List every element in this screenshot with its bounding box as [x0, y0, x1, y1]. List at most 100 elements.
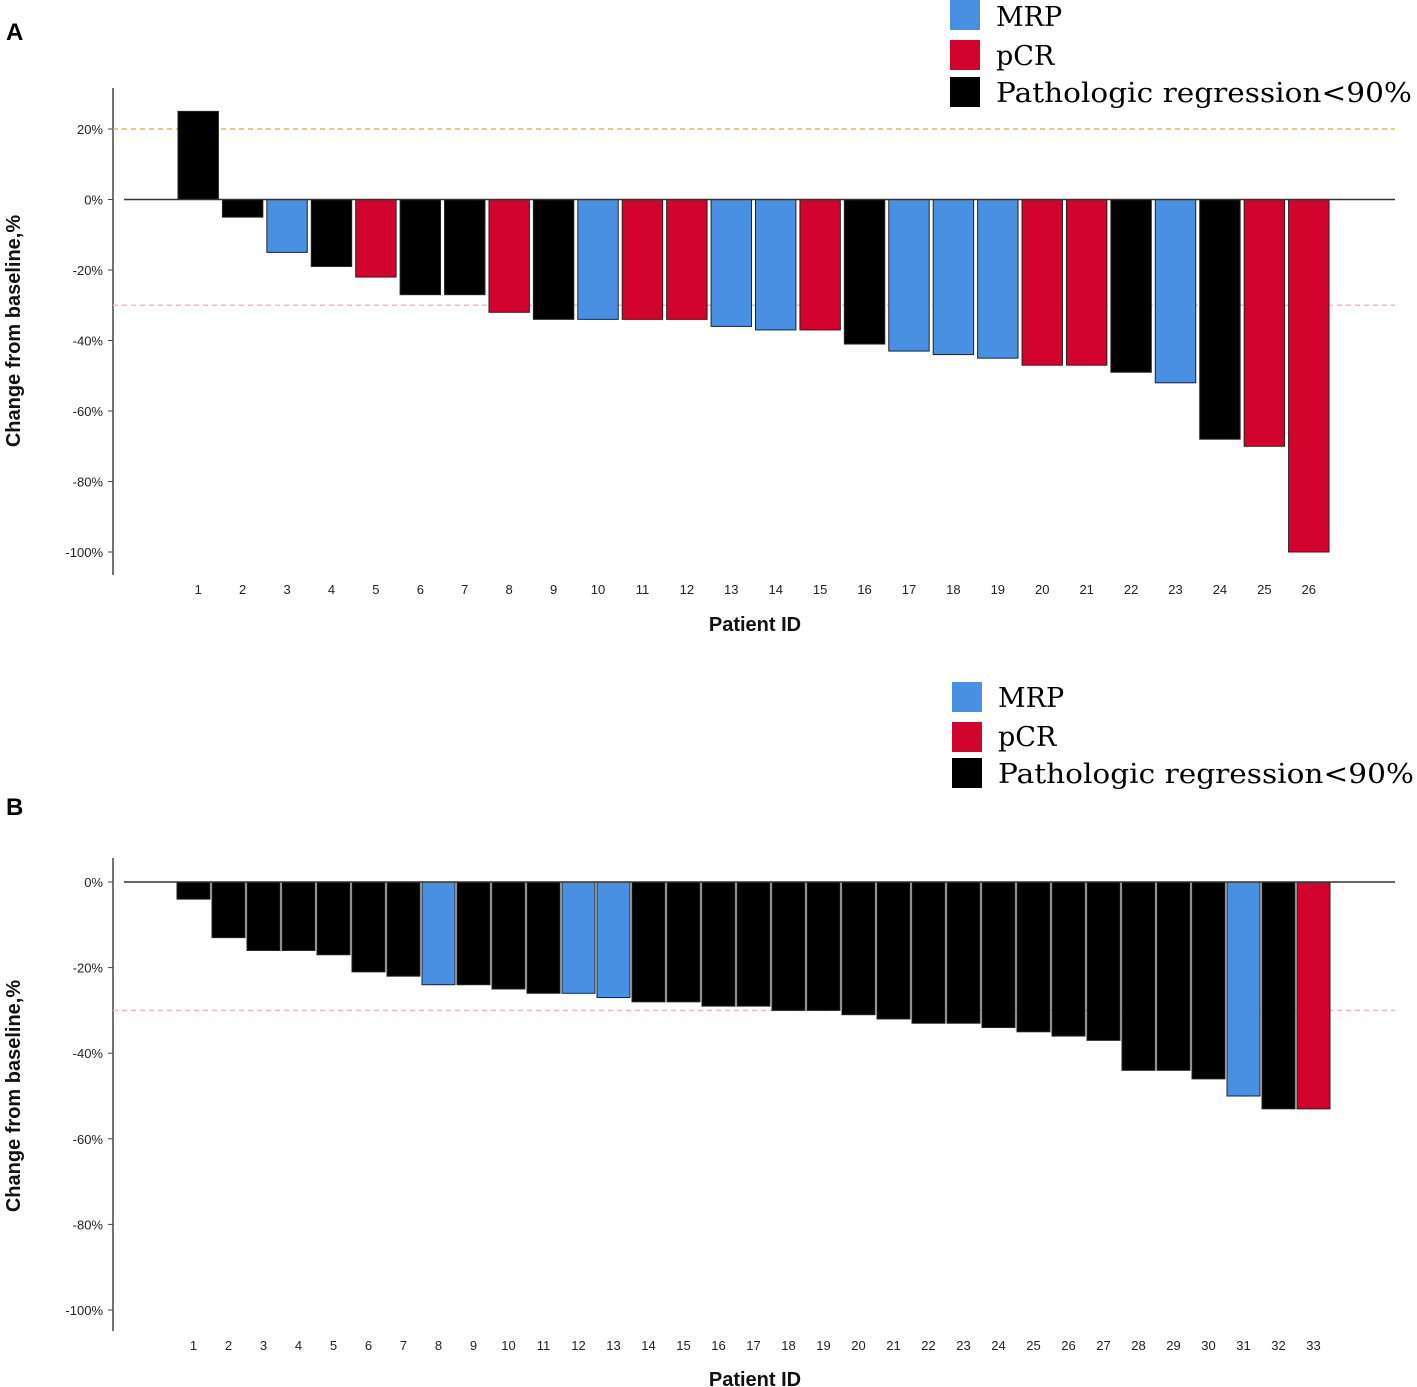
- bar-patient-17: [736, 881, 771, 1007]
- bar-patient-33: [1296, 881, 1331, 1110]
- panel-a-legend: MRP pCR Pathologic regression<90%: [950, 0, 1412, 109]
- y-tick-label: 20%: [77, 122, 103, 137]
- bar-patient-24: [981, 881, 1016, 1029]
- x-tick-label: 29: [1166, 1338, 1180, 1353]
- x-tick-label: 25: [1026, 1338, 1040, 1353]
- x-tick-label: 13: [724, 582, 738, 597]
- bar-patient-2: [221, 199, 264, 218]
- x-tick-label: 22: [921, 1338, 935, 1353]
- bar-patient-6: [399, 199, 442, 296]
- bar-patient-22: [1110, 199, 1152, 373]
- x-tick-label: 9: [550, 582, 557, 597]
- x-tick-label: 19: [816, 1338, 830, 1353]
- legend-swatch-pcr: [952, 722, 982, 752]
- x-tick-label: 10: [591, 582, 605, 597]
- y-tick-label: -40%: [73, 1046, 104, 1061]
- panel-a-x-axis-title: Patient ID: [709, 614, 801, 636]
- y-tick-label: -60%: [73, 1132, 104, 1147]
- x-tick-label: 6: [417, 582, 424, 597]
- legend-swatch-pathologic-regression: [950, 77, 980, 107]
- x-tick-label: 8: [435, 1338, 442, 1353]
- x-tick-label: 16: [711, 1338, 725, 1353]
- panel-b-chart: B Change from baseline,% Patient ID MRP …: [3, 682, 1414, 1387]
- x-tick-label: 17: [902, 582, 916, 597]
- legend-swatch-pathologic-regression: [952, 758, 982, 788]
- y-tick-label: -40%: [73, 334, 104, 349]
- x-tick-label: 4: [328, 582, 335, 597]
- x-tick-label: 24: [991, 1338, 1005, 1353]
- x-tick-label: 27: [1096, 1338, 1110, 1353]
- bar-patient-23: [1154, 199, 1197, 384]
- x-tick-label: 6: [365, 1338, 372, 1353]
- panel-b-label: B: [6, 794, 23, 821]
- bar-patient-27: [1086, 881, 1121, 1041]
- bar-patient-5: [355, 199, 397, 278]
- x-tick-label: 23: [956, 1338, 970, 1353]
- bar-patient-9: [532, 199, 575, 320]
- bar-patient-20: [1021, 199, 1063, 366]
- bar-patient-4: [281, 881, 316, 951]
- bar-patient-10: [577, 199, 619, 320]
- x-tick-label: 1: [190, 1338, 197, 1353]
- panel-a-label: A: [6, 19, 23, 46]
- bar-patient-31: [1226, 881, 1261, 1097]
- x-tick-label: 16: [857, 582, 871, 597]
- panel-a-y-axis-title: Change from baseline,%: [3, 215, 25, 447]
- x-tick-label: 2: [239, 582, 246, 597]
- x-tick-label: 14: [641, 1338, 655, 1353]
- bar-patient-3: [266, 199, 308, 253]
- x-tick-label: 10: [501, 1338, 515, 1353]
- x-tick-label: 22: [1124, 582, 1138, 597]
- x-tick-label: 18: [946, 582, 960, 597]
- x-tick-label: 11: [636, 582, 650, 597]
- bar-patient-7: [444, 199, 486, 296]
- x-tick-label: 19: [991, 582, 1005, 597]
- bar-patient-1: [176, 881, 211, 900]
- bar-patient-15: [799, 199, 841, 331]
- legend-label-pathologic-regression: Pathologic regression<90%: [998, 759, 1414, 790]
- bar-patient-8: [488, 199, 530, 313]
- x-tick-label: 7: [400, 1338, 407, 1353]
- bar-patient-4: [310, 199, 353, 267]
- bar-patient-3: [246, 881, 281, 951]
- x-tick-label: 23: [1168, 582, 1182, 597]
- bar-patient-19: [806, 881, 841, 1011]
- panel-b-legend: MRP pCR Pathologic regression<90%: [952, 682, 1414, 790]
- x-tick-label: 12: [571, 1338, 585, 1353]
- bar-patient-21: [1065, 199, 1108, 366]
- bar-patient-14: [755, 199, 797, 331]
- bar-patient-13: [596, 881, 631, 999]
- y-tick-label: -20%: [73, 961, 104, 976]
- x-tick-label: 1: [195, 582, 202, 597]
- x-tick-label: 3: [260, 1338, 267, 1353]
- bar-patient-8: [421, 881, 456, 986]
- panel-b-y-axis-title: Change from baseline,%: [3, 980, 25, 1212]
- x-tick-label: 25: [1257, 582, 1271, 597]
- x-tick-label: 14: [768, 582, 782, 597]
- panel-b-x-axis-title: Patient ID: [709, 1369, 801, 1387]
- y-tick-label: -20%: [73, 263, 104, 278]
- x-tick-label: 28: [1131, 1338, 1145, 1353]
- bar-patient-2: [211, 881, 246, 939]
- x-tick-label: 15: [676, 1338, 690, 1353]
- x-tick-label: 5: [372, 582, 379, 597]
- bar-patient-18: [771, 881, 806, 1011]
- x-tick-label: 12: [680, 582, 694, 597]
- x-tick-label: 24: [1213, 582, 1227, 597]
- x-tick-label: 18: [781, 1338, 795, 1353]
- bar-patient-7: [386, 881, 421, 977]
- y-tick-label: -80%: [73, 1217, 104, 1232]
- x-tick-label: 15: [813, 582, 827, 597]
- bar-patient-15: [666, 881, 701, 1003]
- bar-patient-11: [526, 881, 561, 994]
- bar-patient-16: [701, 881, 736, 1007]
- x-tick-label: 26: [1302, 582, 1316, 597]
- bar-patient-22: [911, 881, 946, 1024]
- bar-patient-26: [1051, 881, 1086, 1037]
- y-tick-label: -100%: [65, 545, 103, 560]
- y-tick-label: -80%: [73, 475, 104, 490]
- bar-patient-12: [561, 881, 596, 994]
- legend-label-mrp: MRP: [996, 2, 1062, 33]
- bar-patient-12: [666, 199, 708, 320]
- legend-label-pcr: pCR: [998, 722, 1057, 753]
